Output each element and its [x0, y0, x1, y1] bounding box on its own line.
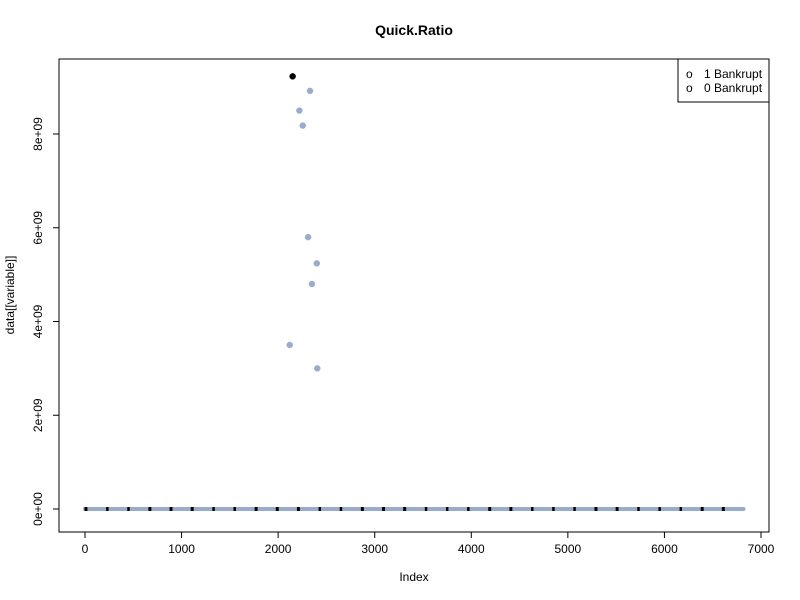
legend-box	[677, 58, 770, 103]
y-tick-label-1: 2e+09	[31, 398, 45, 432]
x-axis-label: Index	[399, 570, 428, 584]
data-points	[286, 73, 321, 372]
x-axis: 0 1000 2000 3000 4000 5000 6000 7000	[82, 531, 775, 556]
x-tick-label-0: 0	[82, 542, 89, 556]
point-series-1-6	[313, 260, 321, 267]
point-series-1-0	[286, 341, 293, 349]
point-series-0-0	[289, 73, 296, 80]
baseline-points	[83, 507, 746, 511]
point-series-1-1	[296, 107, 303, 114]
y-tick-label-4: 8e+09	[31, 117, 45, 151]
legend: o 1 Bankrupt o 0 Bankrupt	[677, 58, 770, 103]
point-series-1-7	[314, 365, 321, 372]
y-tick-label-0: 0e+00	[31, 492, 45, 526]
y-axis: 0e+00 2e+09 4e+09 6e+09 8e+09	[31, 117, 60, 526]
y-axis-label: data[[variable]]	[3, 256, 17, 335]
legend-label-bankrupt-1: 1 Bankrupt	[704, 67, 763, 81]
x-tick-label-7000: 7000	[748, 542, 775, 556]
plot-frame	[58, 58, 770, 533]
x-tick-label-1000: 1000	[168, 542, 195, 556]
legend-symbol-bankrupt-0: o	[686, 81, 693, 95]
point-series-1-2	[299, 122, 307, 129]
x-tick-label-4000: 4000	[458, 542, 485, 556]
y-tick-label-3: 6e+09	[31, 211, 45, 245]
point-series-1-3	[304, 233, 312, 241]
legend-label-bankrupt-0: 0 Bankrupt	[704, 81, 763, 95]
x-tick-label-2000: 2000	[265, 542, 292, 556]
point-series-1-5	[308, 280, 316, 288]
y-tick-label-2: 4e+09	[31, 304, 45, 338]
legend-symbol-bankrupt-1: o	[686, 67, 693, 81]
x-tick-label-6000: 6000	[651, 542, 678, 556]
point-series-1-4	[306, 87, 314, 95]
x-tick-label-3000: 3000	[361, 542, 388, 556]
chart-title: Quick.Ratio	[375, 22, 453, 38]
x-tick-label-5000: 5000	[555, 542, 582, 556]
